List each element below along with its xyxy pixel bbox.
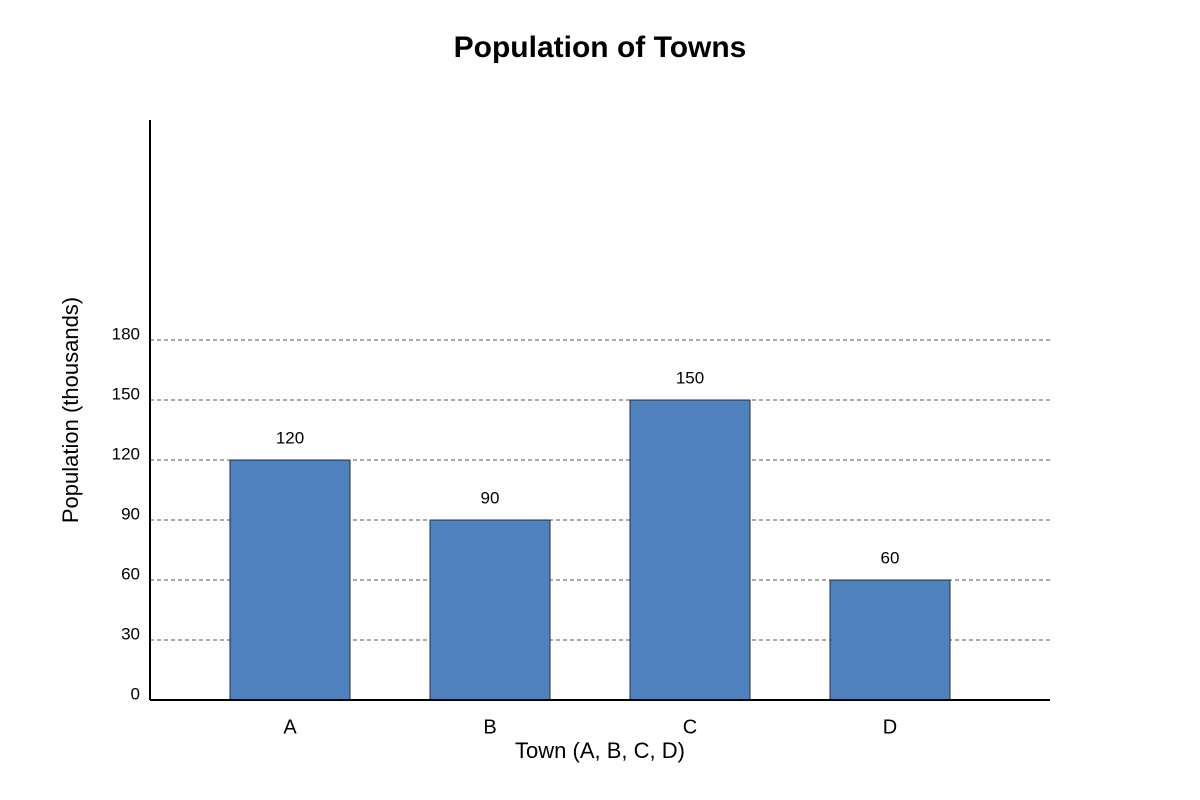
value-label: 60	[881, 548, 900, 567]
x-axis-label: Town (A, B, C, D)	[515, 738, 685, 763]
chart-title: Population of Towns	[454, 31, 747, 64]
x-tick-label: A	[283, 716, 297, 738]
bar	[429, 519, 551, 701]
value-label: 150	[676, 368, 704, 387]
y-axis-label: Population (thousands)	[58, 297, 83, 523]
y-tick-label: 150	[112, 384, 140, 403]
x-tick-label: B	[483, 716, 496, 738]
x-tick-label: D	[883, 716, 897, 738]
x-tick-label: C	[683, 716, 697, 738]
y-tick-label: 120	[112, 444, 140, 463]
y-tick-label: 180	[112, 324, 140, 343]
y-tick-label: 90	[121, 504, 140, 523]
y-tick-label: 60	[121, 564, 140, 583]
y-tick-label: 30	[121, 624, 140, 643]
value-label: 90	[481, 488, 500, 507]
y-tick-label: 0	[131, 684, 140, 703]
bar	[229, 459, 351, 701]
bar	[829, 579, 951, 701]
bar	[629, 399, 751, 701]
value-label: 120	[276, 428, 304, 447]
